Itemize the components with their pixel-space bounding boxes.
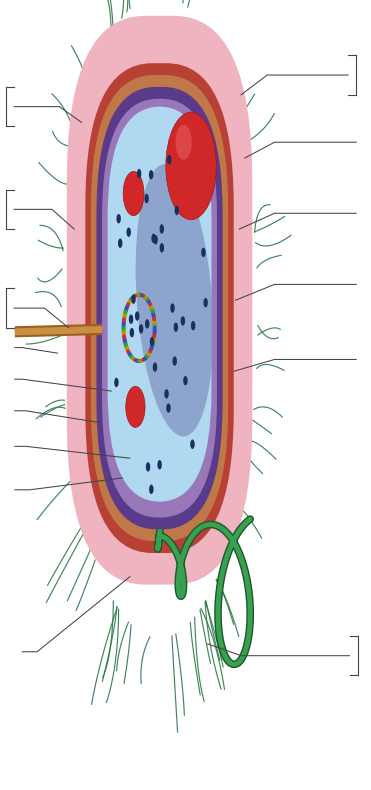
- Circle shape: [181, 316, 185, 325]
- FancyBboxPatch shape: [67, 16, 252, 585]
- Circle shape: [203, 298, 208, 307]
- Circle shape: [157, 460, 162, 469]
- Circle shape: [173, 356, 177, 366]
- Circle shape: [131, 295, 136, 304]
- Circle shape: [139, 324, 143, 333]
- FancyBboxPatch shape: [96, 87, 223, 529]
- Circle shape: [201, 248, 206, 258]
- Circle shape: [149, 170, 153, 179]
- Circle shape: [190, 439, 195, 449]
- Circle shape: [126, 386, 145, 427]
- Circle shape: [175, 205, 179, 215]
- FancyBboxPatch shape: [91, 75, 228, 541]
- FancyBboxPatch shape: [108, 107, 211, 502]
- Circle shape: [118, 239, 122, 248]
- Circle shape: [191, 321, 196, 330]
- Circle shape: [160, 224, 164, 234]
- Circle shape: [137, 169, 141, 179]
- Circle shape: [116, 214, 121, 224]
- Circle shape: [145, 319, 150, 329]
- Circle shape: [164, 389, 169, 399]
- Circle shape: [153, 235, 158, 244]
- Circle shape: [174, 322, 178, 332]
- Circle shape: [170, 303, 175, 313]
- Circle shape: [114, 378, 119, 387]
- FancyBboxPatch shape: [102, 99, 217, 517]
- Circle shape: [166, 404, 171, 413]
- Circle shape: [153, 363, 157, 372]
- Circle shape: [127, 228, 131, 237]
- Circle shape: [144, 194, 149, 203]
- Circle shape: [151, 234, 156, 243]
- Circle shape: [150, 337, 154, 346]
- Circle shape: [123, 171, 144, 216]
- Circle shape: [149, 484, 154, 494]
- Circle shape: [146, 462, 150, 472]
- FancyBboxPatch shape: [85, 63, 234, 553]
- Circle shape: [175, 125, 192, 160]
- Circle shape: [160, 243, 164, 253]
- Circle shape: [129, 328, 134, 337]
- Circle shape: [166, 112, 216, 220]
- Circle shape: [183, 376, 188, 386]
- Circle shape: [135, 311, 139, 321]
- Ellipse shape: [136, 164, 213, 436]
- Circle shape: [167, 155, 171, 164]
- Circle shape: [129, 314, 133, 324]
